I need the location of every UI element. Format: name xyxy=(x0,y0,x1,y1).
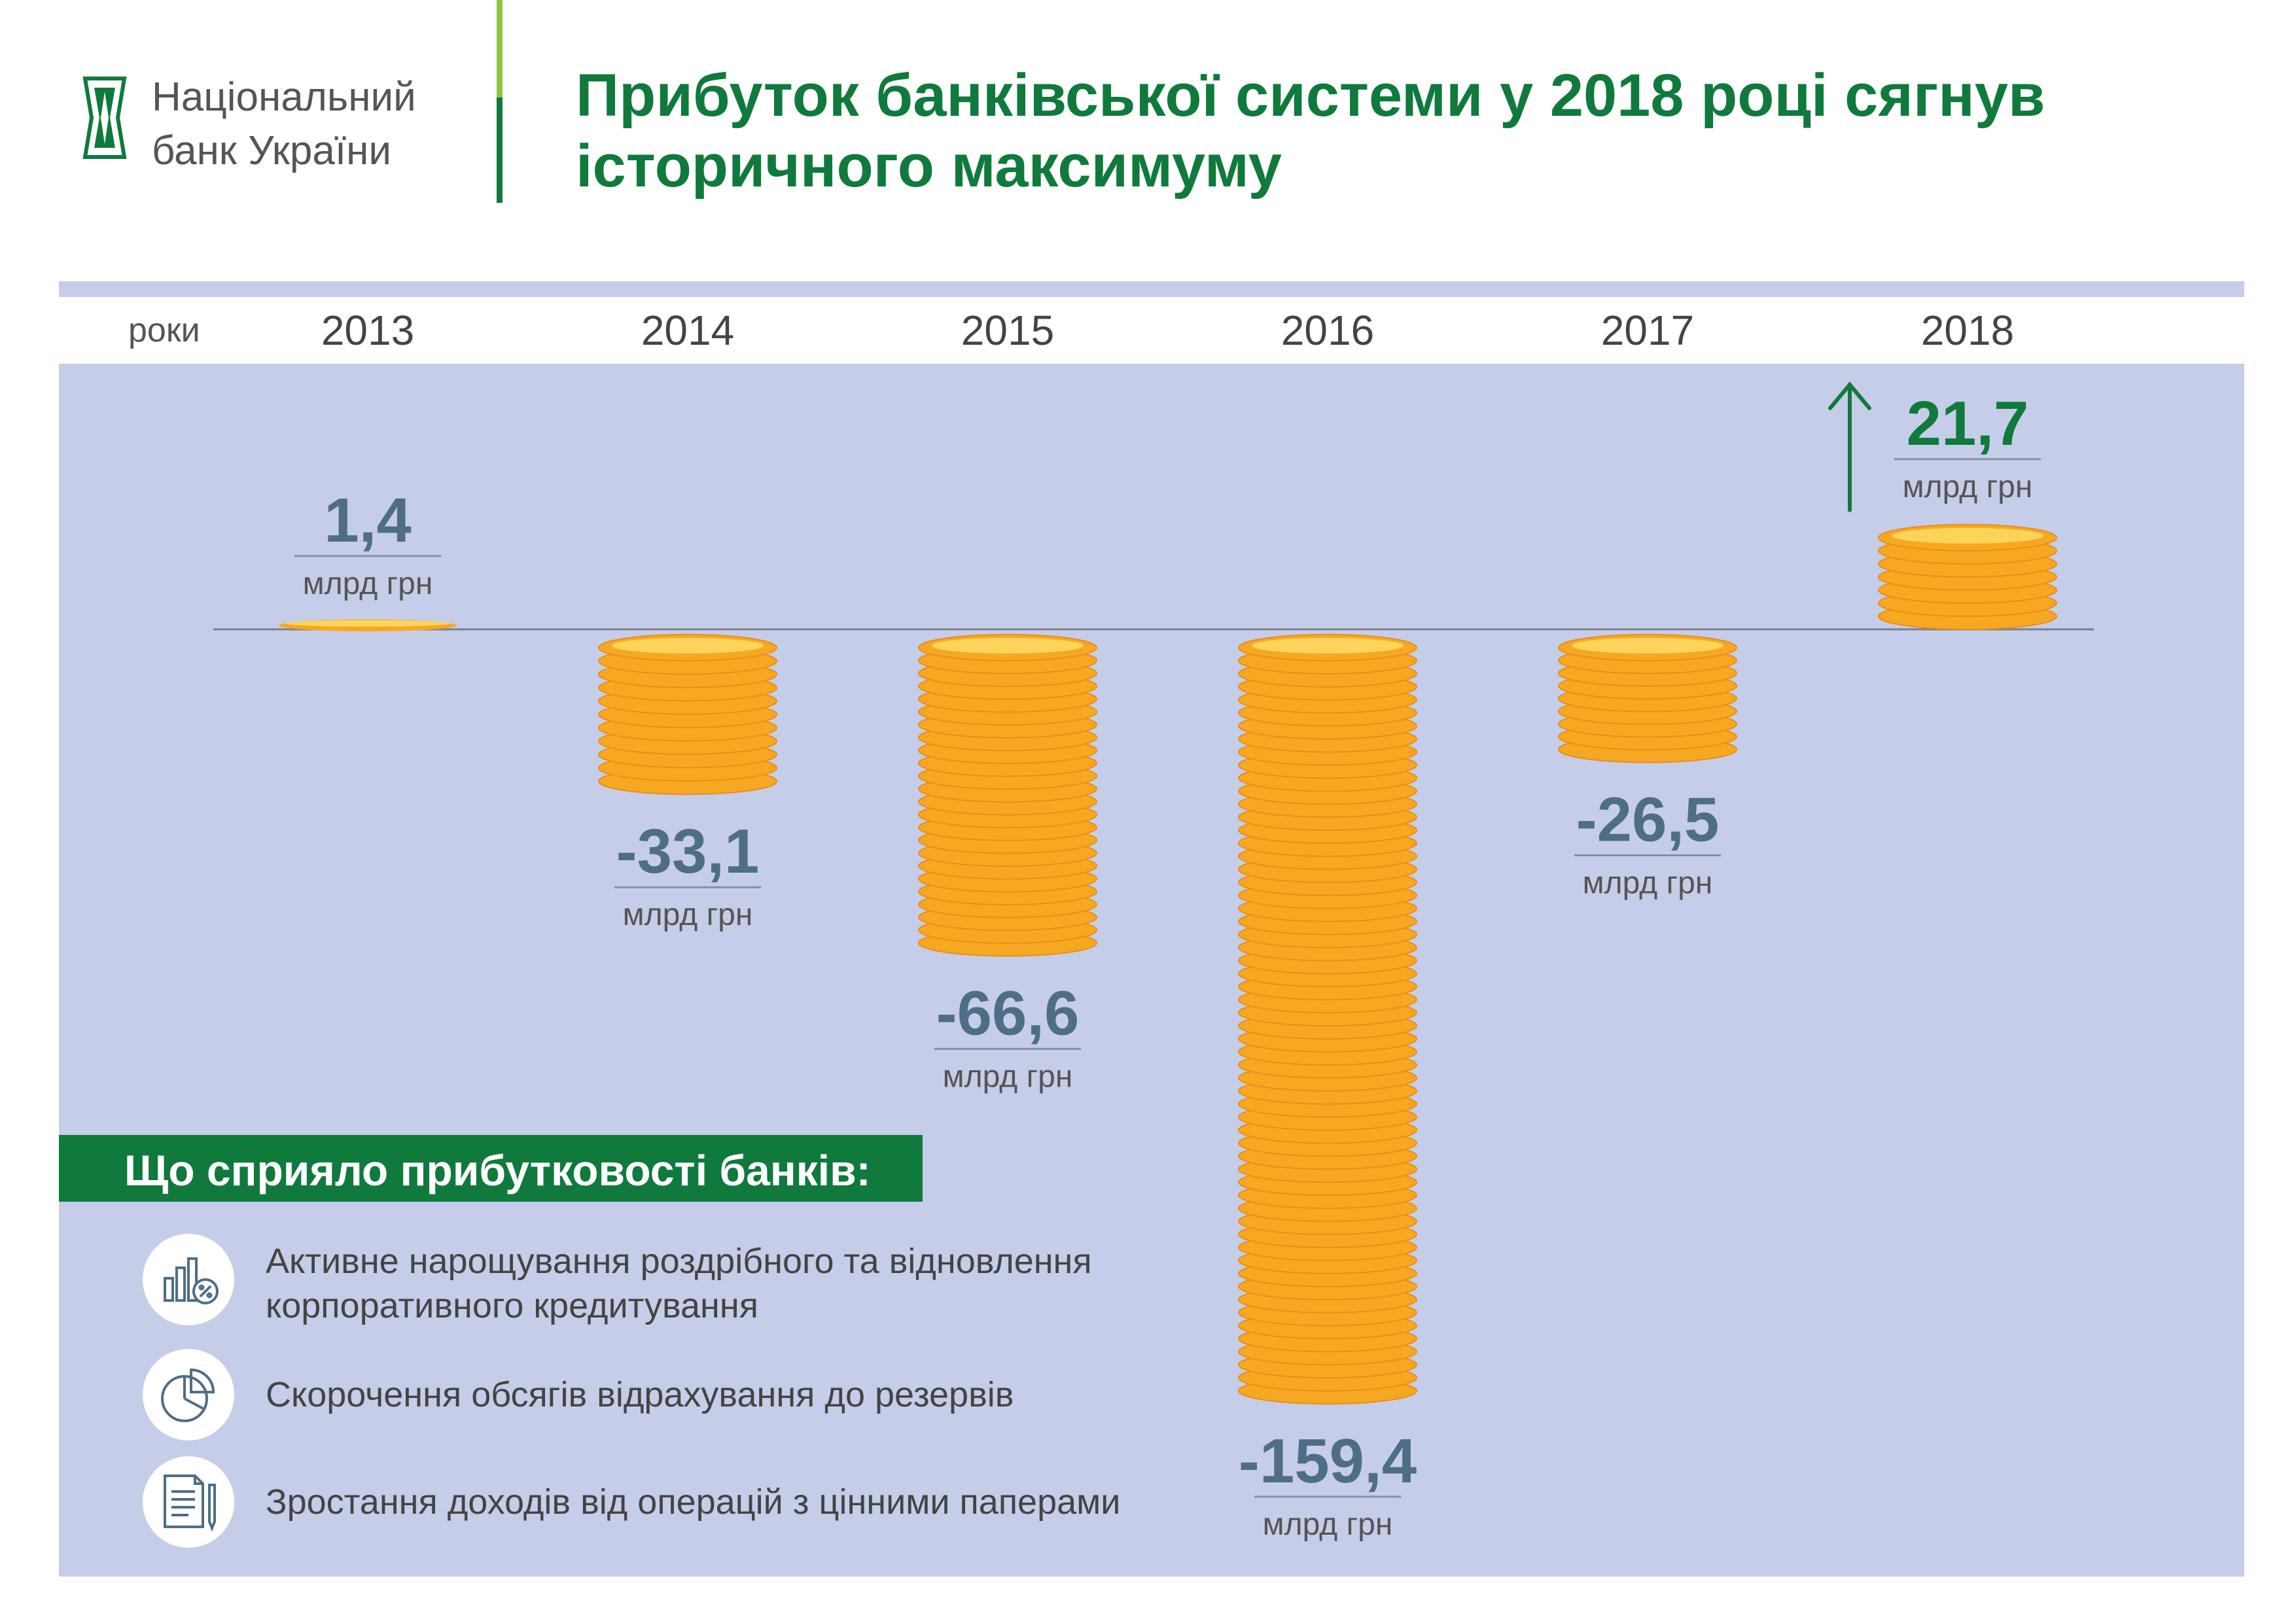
page-title: Прибуток банківської системи у 2018 році… xyxy=(576,60,2212,201)
coin-top-2014 xyxy=(612,638,764,654)
up-arrow-icon xyxy=(1828,381,1871,512)
year-label-2018: 2018 xyxy=(1920,307,2015,354)
up-arrow-head xyxy=(1828,381,1871,410)
reasons-title: Що сприяло прибутковості банків: xyxy=(124,1146,871,1195)
year-label-2016: 2016 xyxy=(1280,307,1375,354)
pie-chart-icon xyxy=(143,1349,234,1440)
reason-text-securities: Зростання доходів від операцій з цінними… xyxy=(266,1482,1121,1522)
year-label-2015: 2015 xyxy=(961,307,1055,354)
unit-label-2017: млрд грн xyxy=(1583,866,1713,901)
reason-text-reserves: Скорочення обсягів відрахування до резер… xyxy=(266,1375,1014,1414)
chart-panel: 1,4 млрд грн -33,1 млрд грн -66,6 млрд грн -15… xyxy=(59,364,2244,1577)
page-title-line2: історичного максимуму xyxy=(576,133,1282,200)
value-label-2016: -159,4 xyxy=(1239,1426,1417,1496)
page-title-line1: Прибуток банківської системи у 2018 році… xyxy=(576,62,2045,129)
bar-chart-percent-icon xyxy=(143,1234,234,1325)
nbu-logo[interactable] xyxy=(72,65,137,173)
bar-2015 xyxy=(918,634,1097,957)
reason-text-lending-line1: Активне нарощування роздрібного та відно… xyxy=(266,1242,1092,1281)
document-pen-icon xyxy=(143,1456,234,1548)
nbu-emblem-icon xyxy=(82,77,127,159)
coin-top-2013 xyxy=(285,620,450,627)
value-label-2014: -33,1 xyxy=(616,816,760,886)
unit-label-2014: млрд грн xyxy=(623,898,753,932)
bar-2014 xyxy=(598,634,777,795)
coin-top-2015 xyxy=(932,638,1084,654)
reasons-header: Що сприяло прибутковості банків: xyxy=(59,1135,923,1202)
unit-label-2016: млрд грн xyxy=(1263,1507,1393,1542)
logo-text: Національний банк України xyxy=(152,71,416,178)
unit-label-2018: млрд грн xyxy=(1903,470,2033,504)
bar-2018 xyxy=(1878,523,2057,630)
year-label-2017: 2017 xyxy=(1600,307,1695,354)
unit-label-2013: млрд грн xyxy=(303,567,433,601)
bar-2013 xyxy=(279,620,457,631)
unit-label-2015: млрд грн xyxy=(943,1059,1073,1094)
coin-top-2018 xyxy=(1892,527,2043,544)
logo-line1: Національний xyxy=(152,75,416,120)
value-label-2013: 1,4 xyxy=(324,485,411,555)
year-label-2013: 2013 xyxy=(321,307,415,354)
value-label-2017: -26,5 xyxy=(1576,785,1720,855)
years-axis-label: роки xyxy=(128,311,200,349)
coin-top-2017 xyxy=(1572,638,1723,654)
year-label-2014: 2014 xyxy=(641,307,735,354)
logo-line2: банк України xyxy=(152,128,391,173)
header-divider xyxy=(497,0,503,203)
value-label-2015: -66,6 xyxy=(936,978,1080,1048)
bar-2016 xyxy=(1238,634,1417,1405)
header: Національний банк України Прибуток банкі… xyxy=(0,0,2296,222)
coin-stack-chart: 1,4 млрд грн -33,1 млрд грн -66,6 млрд грн -15… xyxy=(213,381,2094,1542)
reason-text-lending: Активне нарощування роздрібного та відно… xyxy=(266,1239,1092,1328)
coin-top-2016 xyxy=(1252,638,1404,654)
reason-text-lending-line2: корпоративного кредитування xyxy=(266,1286,758,1325)
value-label-2018: 21,7 xyxy=(1907,389,2029,459)
bar-2017 xyxy=(1558,634,1737,763)
